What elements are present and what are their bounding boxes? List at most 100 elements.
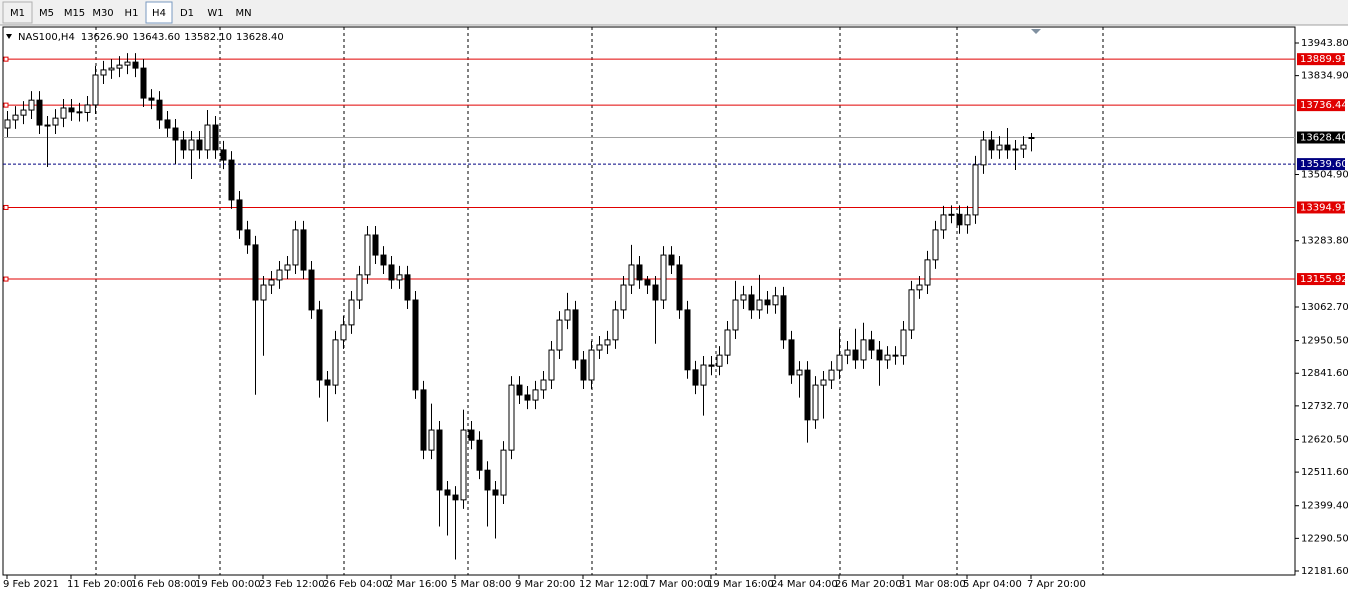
candle-body — [724, 329, 731, 356]
candle-body — [844, 349, 851, 356]
timeframe-label[interactable]: M30 — [92, 8, 113, 19]
timeframe-button[interactable] — [33, 2, 60, 23]
timeframe-button[interactable] — [89, 2, 117, 23]
x-tick-label: 2 Mar 16:00 — [387, 579, 447, 590]
candle-body — [916, 284, 923, 291]
candle-body — [620, 284, 627, 311]
candle-body — [900, 329, 907, 357]
candle-body — [404, 274, 411, 301]
candle-body — [540, 379, 547, 391]
candle-body — [764, 299, 771, 306]
timeframe-label[interactable]: M15 — [64, 8, 85, 19]
candle-body — [772, 295, 779, 306]
x-tick-label: 24 Mar 04:00 — [771, 579, 838, 590]
candle-body — [980, 139, 987, 166]
candle-body — [836, 354, 843, 371]
timeframe-button[interactable] — [230, 2, 257, 23]
candle-body — [612, 309, 619, 341]
candle-body — [4, 119, 11, 129]
candle-body — [684, 309, 691, 371]
ask-label-bg — [1297, 158, 1345, 171]
timeframe-label[interactable]: W1 — [207, 8, 223, 19]
timeframe-button[interactable] — [173, 2, 201, 23]
timeframe-button[interactable] — [145, 1, 173, 24]
x-tick-label: 9 Feb 2021 — [3, 579, 59, 590]
level-label: 13736.44 — [1300, 100, 1348, 111]
level-anchor — [3, 56, 9, 62]
candle-body — [740, 294, 747, 301]
candle-body — [948, 213, 955, 216]
candle-body — [580, 359, 587, 381]
candle-body — [380, 254, 387, 266]
candle-body — [756, 299, 763, 311]
candle-body — [116, 64, 123, 69]
candle-body — [92, 74, 99, 106]
level-label-bg — [1297, 53, 1345, 66]
candle-body — [140, 67, 147, 99]
candle-body — [268, 279, 275, 286]
candle-body — [100, 69, 107, 76]
bid-label: 13628.40 — [1300, 132, 1348, 143]
candle-body — [324, 379, 331, 386]
shift-marker — [1031, 29, 1041, 34]
candle-body — [12, 114, 19, 121]
y-tick-label: 12841.60 — [1301, 368, 1348, 379]
candle-body — [76, 111, 83, 114]
level-label: 13889.91 — [1300, 54, 1348, 65]
candle-body — [604, 339, 611, 346]
candle-body — [36, 99, 43, 126]
candle-body — [644, 279, 651, 286]
timeframe-label[interactable]: MN — [235, 8, 251, 19]
timeframe-label[interactable]: D1 — [180, 8, 194, 19]
candle-body — [188, 139, 195, 151]
candle-body — [500, 449, 507, 496]
timeframe-label[interactable]: M5 — [39, 8, 54, 19]
y-tick-label: 12511.60 — [1301, 467, 1348, 478]
candle-body — [300, 229, 307, 271]
timeframe-button[interactable] — [202, 2, 229, 23]
candle-body — [852, 349, 859, 361]
x-tick-label: 23 Feb 12:00 — [259, 579, 325, 590]
level-label: 13155.92 — [1300, 274, 1348, 285]
bid-label-bg — [1297, 131, 1345, 144]
y-tick-label: 12290.50 — [1301, 533, 1348, 544]
candle-body — [708, 364, 715, 367]
candle-body — [780, 295, 787, 341]
candle-body — [940, 214, 947, 231]
candle-body — [244, 229, 251, 246]
candle-body — [412, 299, 419, 391]
candle-body — [596, 344, 603, 351]
candle-body — [1020, 144, 1027, 150]
candle-body — [716, 354, 723, 367]
candle-body — [956, 213, 963, 226]
timeframe-label[interactable]: H1 — [125, 8, 139, 19]
header-arrow — [6, 34, 12, 39]
candle-body — [492, 489, 499, 496]
x-tick-label: 12 Mar 12:00 — [579, 579, 646, 590]
candle-body — [964, 214, 971, 226]
candle-body — [252, 244, 259, 301]
candle-body — [284, 264, 291, 271]
timeframe-button[interactable] — [2, 1, 33, 24]
timeframe-label[interactable]: M1 — [10, 8, 25, 19]
candle-body — [44, 124, 51, 127]
level-anchor — [3, 276, 9, 282]
timeframe-label[interactable]: H4 — [152, 8, 166, 19]
timeframe-button[interactable] — [61, 2, 88, 23]
candle-body — [108, 67, 115, 71]
candle-body — [652, 284, 659, 301]
candle-body — [348, 299, 355, 326]
candle-body — [532, 389, 539, 401]
candle-body — [668, 254, 675, 266]
candle-body — [884, 354, 891, 361]
candle-body — [372, 234, 379, 256]
timeframe-button[interactable] — [118, 2, 145, 23]
level-label-bg — [1297, 201, 1345, 214]
candle-body — [924, 259, 931, 286]
candle-body — [820, 379, 827, 386]
candle-body — [20, 109, 27, 116]
level-label: 13394.91 — [1300, 202, 1348, 213]
candle-body — [796, 369, 803, 376]
x-tick-label: 19 Feb 00:00 — [195, 579, 261, 590]
